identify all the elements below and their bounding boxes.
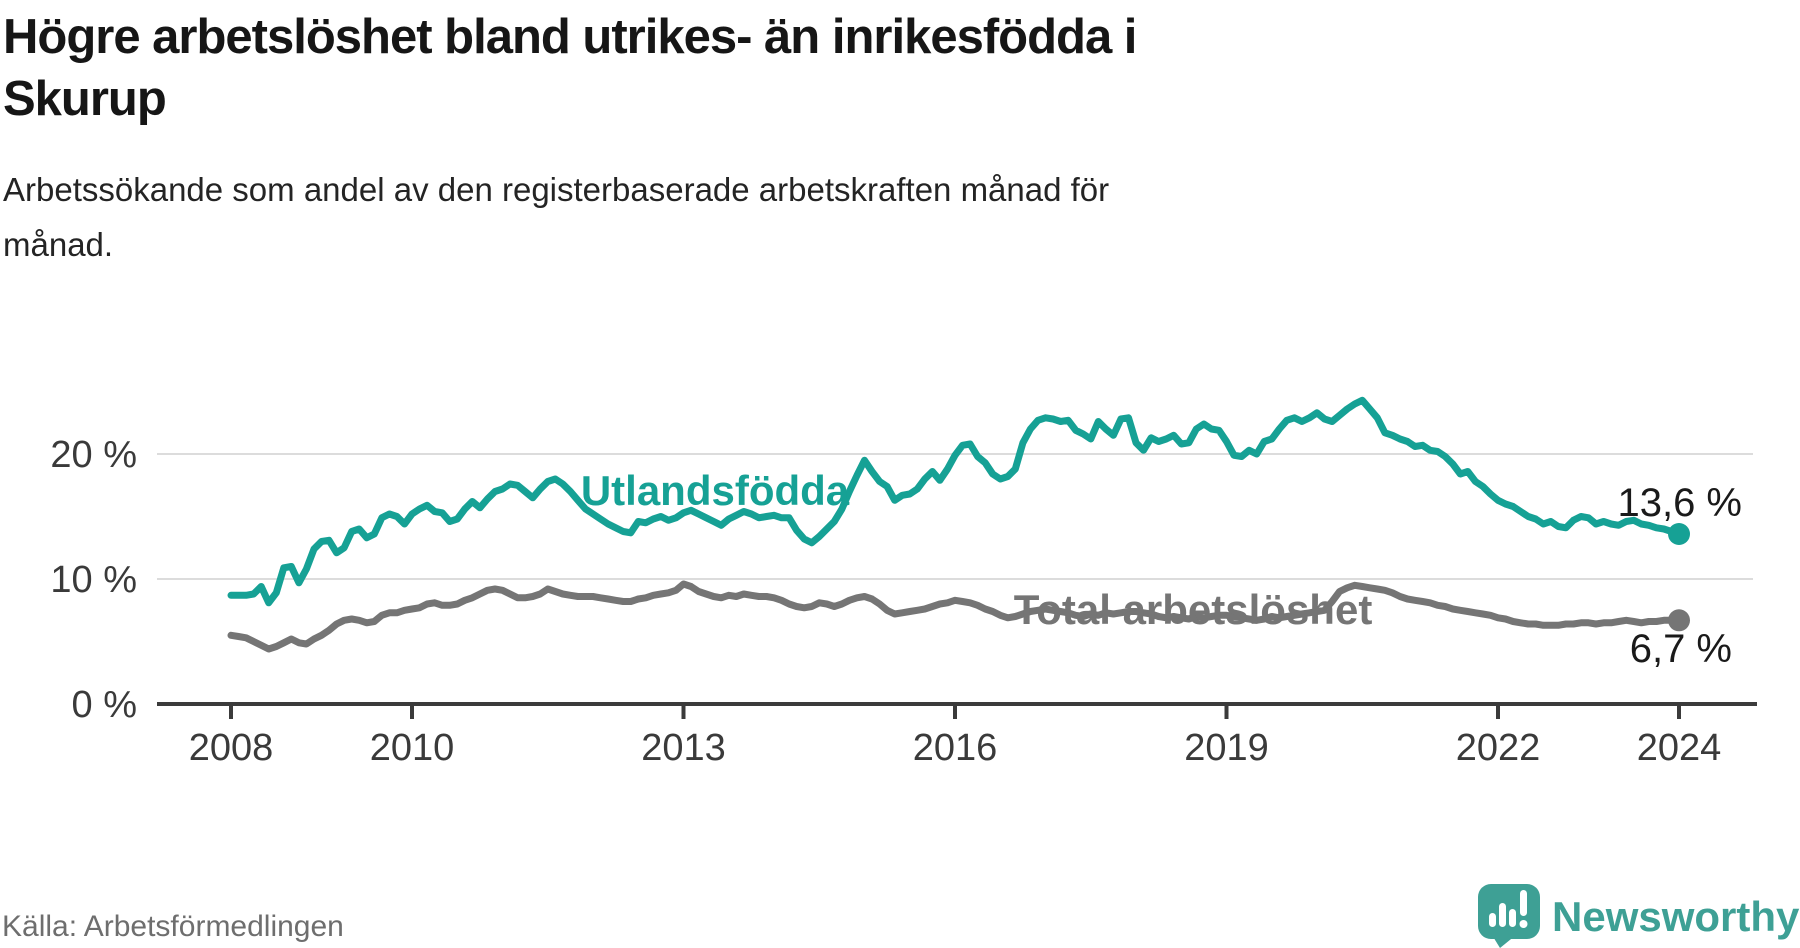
x-tick-label: 2008 — [189, 727, 274, 769]
logo-chart-bar-3 — [1509, 909, 1516, 927]
x-axis-ticks: 2008 2010 2013 2016 2019 2022 2024 — [189, 704, 1722, 769]
y-tick-label: 20 % — [50, 434, 137, 476]
logo-exclamation-dot — [1519, 920, 1528, 928]
page-title: Högre arbetslöshet bland utrikes- än inr… — [3, 6, 1137, 130]
series-end-dot-0 — [1668, 523, 1690, 545]
y-tick-label: 10 % — [50, 559, 137, 601]
x-tick-label: 2016 — [913, 727, 998, 769]
logo-exclamation-bar — [1520, 890, 1527, 916]
chart-subtitle: Arbetssökande som andel av den registerb… — [3, 162, 1109, 272]
logo-chart-bar-1 — [1489, 913, 1496, 927]
x-tick-label: 2019 — [1184, 727, 1269, 769]
series-line-1 — [227, 580, 1683, 653]
source-note: Källa: Arbetsförmedlingen — [2, 910, 344, 943]
y-tick-label: 0 % — [72, 684, 137, 726]
x-tick-label: 2010 — [370, 727, 455, 769]
series-label-0: Utlandsfödda — [581, 467, 850, 514]
chart-subtitle-line1: Arbetssökande som andel av den registerb… — [3, 171, 1110, 208]
logo-bubble-icon — [1478, 884, 1540, 939]
logo-chart-bar-2 — [1499, 903, 1506, 927]
logo-bubble-tail — [1492, 935, 1516, 948]
value-label-utlandsfodda: 13,6 % — [1617, 481, 1742, 525]
value-label-total: 6,7 % — [1630, 627, 1732, 671]
x-tick-label: 2022 — [1456, 727, 1541, 769]
page-title-line2: Skurup — [3, 72, 167, 126]
series-line-0 — [227, 396, 1683, 607]
brand-name: Newsworthy — [1552, 893, 1800, 940]
series-label-1: Total arbetslöshet — [1014, 586, 1373, 633]
page-title-line1: Högre arbetslöshet bland utrikes- än inr… — [3, 10, 1137, 64]
chart-subtitle-line2: månad. — [3, 226, 114, 263]
newsworthy-logo: Newsworthy — [1478, 884, 1800, 948]
series-end-dot-1 — [1668, 609, 1690, 632]
y-axis-labels: 0 % 10 % 20 % — [50, 434, 137, 726]
x-tick-label: 2013 — [641, 727, 726, 769]
x-tick-label: 2024 — [1637, 727, 1722, 769]
